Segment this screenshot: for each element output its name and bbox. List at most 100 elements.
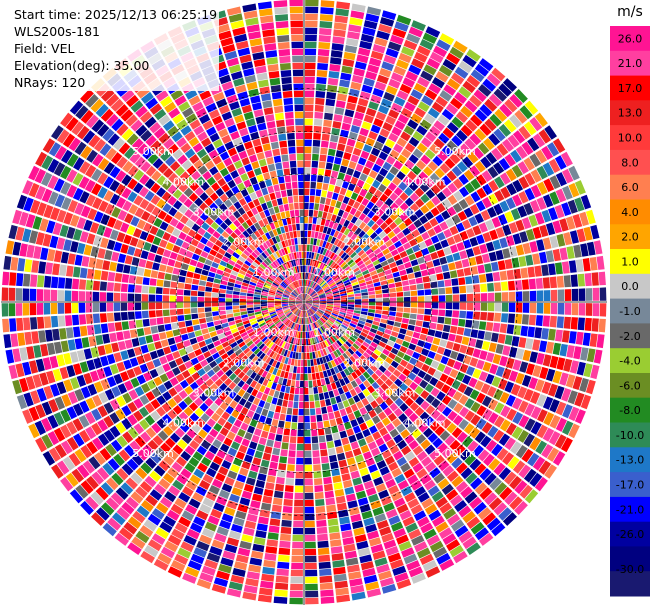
ppi-gate [134, 436, 146, 448]
ppi-gate [135, 319, 143, 328]
ppi-gate [305, 286, 308, 294]
ppi-gate [522, 291, 530, 302]
ppi-gate [451, 214, 461, 225]
ppi-gate [177, 282, 185, 289]
ppi-gate [322, 256, 327, 263]
ppi-gate [282, 294, 289, 297]
ppi-gate [182, 572, 197, 584]
ppi-gate [393, 497, 406, 508]
ppi-gate [593, 240, 603, 255]
ppi-gate [315, 287, 322, 292]
ppi-gate [54, 396, 66, 410]
ppi-gate [308, 324, 312, 331]
ppi-gate [382, 302, 390, 307]
ppi-gate [404, 335, 412, 343]
ppi-gate [555, 262, 563, 275]
ppi-gate [320, 456, 329, 464]
ppi-gate [206, 552, 221, 563]
ppi-gate [427, 485, 440, 497]
ppi-gate [177, 439, 188, 450]
ppi-gate [345, 268, 352, 275]
ppi-gate [430, 207, 440, 217]
ppi-gate [293, 520, 304, 528]
ppi-gate [268, 309, 276, 314]
ppi-gate [351, 281, 359, 286]
ppi-gate [26, 346, 35, 360]
ppi-gate [256, 341, 263, 348]
ppi-gate [185, 219, 195, 228]
ppi-gate [360, 241, 368, 249]
ppi-gate [259, 263, 266, 270]
ppi-gate [494, 190, 505, 202]
ppi-gate [313, 300, 320, 302]
ppi-gate [240, 292, 247, 296]
ppi-gate [106, 113, 119, 127]
ppi-gate [237, 371, 246, 379]
ppi-gate [93, 138, 106, 152]
ppi-gate [421, 348, 430, 357]
ppi-gate [322, 226, 328, 234]
ppi-gate [327, 361, 333, 369]
ppi-gate [100, 323, 109, 334]
ppi-gate [310, 291, 316, 296]
ppi-gate [19, 377, 29, 393]
ppi-gate [157, 552, 172, 565]
ppi-gate [562, 168, 574, 184]
ppi-gate [412, 462, 424, 473]
ppi-gate [301, 352, 304, 360]
ppi-gate [171, 274, 179, 282]
ppi-gate [270, 334, 277, 341]
ppi-gate [324, 105, 335, 114]
ppi-gate [378, 489, 390, 500]
ppi-gate [100, 88, 115, 102]
ppi-gate [232, 302, 240, 306]
ppi-gate [80, 205, 91, 218]
ppi-gate [452, 178, 464, 190]
ppi-gate [294, 485, 304, 493]
ppi-gate [316, 358, 321, 365]
ppi-gate [183, 187, 194, 198]
ppi-gate [356, 104, 367, 114]
ppi-gate [280, 248, 286, 256]
ppi-gate [296, 309, 300, 316]
ppi-gate [480, 293, 488, 302]
ppi-gate [433, 454, 445, 466]
ppi-gate [257, 473, 267, 482]
ppi-gate [326, 155, 335, 163]
ppi-gate [426, 58, 441, 70]
ppi-gate [136, 355, 145, 365]
ppi-gate [333, 294, 340, 298]
ppi-gate [218, 563, 232, 574]
ppi-gate [179, 327, 187, 335]
ppi-gate [375, 437, 385, 447]
ppi-gate [319, 303, 327, 306]
ppi-gate [429, 51, 444, 64]
ppi-gate [357, 238, 365, 246]
ppi-gate [345, 145, 354, 154]
ppi-gate [396, 302, 404, 307]
ppi-gate [345, 329, 352, 336]
ppi-gate [289, 305, 296, 309]
ppi-gate [188, 402, 199, 412]
ppi-gate [502, 452, 515, 466]
ppi-gate [270, 263, 277, 270]
ppi-gate [336, 364, 343, 372]
ppi-gate [421, 497, 434, 509]
ppi-gate [209, 266, 217, 273]
ppi-gate [310, 316, 315, 323]
ppi-gate [425, 335, 434, 343]
ppi-gate [439, 256, 448, 265]
ppi-gate [324, 169, 332, 177]
ppi-gate [63, 212, 74, 225]
ppi-gate [379, 275, 387, 282]
ppi-gate [304, 160, 311, 168]
ppi-gate [257, 228, 265, 236]
ppi-gate [106, 239, 116, 250]
ppi-gate [505, 394, 516, 407]
ppi-gate [164, 491, 177, 503]
ppi-gate [79, 279, 87, 290]
ppi-gate [70, 214, 80, 227]
ppi-gate [83, 244, 93, 256]
ppi-gate [332, 121, 342, 129]
ppi-gate [22, 361, 32, 376]
